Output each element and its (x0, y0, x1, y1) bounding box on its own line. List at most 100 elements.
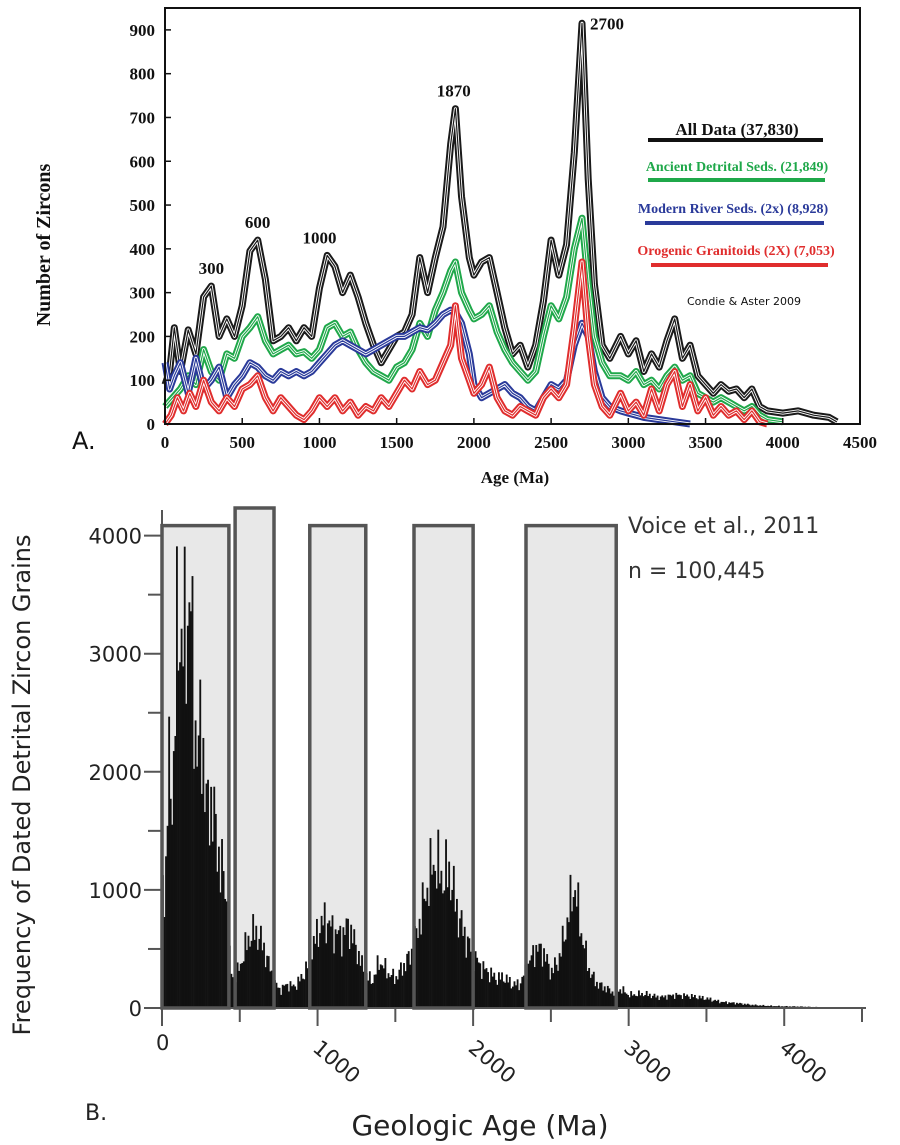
histogram-bar (420, 934, 423, 1008)
histogram-bar (236, 962, 239, 1008)
histogram-bar (550, 967, 553, 1008)
histogram-bar (378, 969, 381, 1008)
histogram-bar (183, 546, 186, 1008)
histogram-bar (725, 1001, 727, 1008)
histogram-bar (580, 933, 583, 1008)
histogram-bar (169, 798, 172, 1008)
histogram-bar (477, 962, 480, 1008)
histogram-bar (470, 951, 472, 1008)
y-tick-label: 800 (130, 65, 156, 84)
histogram-bar (585, 940, 587, 1008)
histogram-bar (325, 943, 328, 1008)
y-tick-label: 200 (130, 327, 156, 346)
histogram-bar (639, 995, 642, 1008)
histogram-bar (662, 997, 665, 1008)
series-0 (161, 19, 839, 425)
histogram-bar (368, 971, 371, 1008)
histogram-bar (224, 898, 227, 1008)
y-tick-label: 900 (130, 21, 156, 40)
histogram-bar (389, 977, 391, 1008)
histogram-bar (295, 989, 298, 1008)
histogram-bar (348, 948, 351, 1008)
histogram-bar (260, 925, 262, 1008)
histogram-bar (342, 927, 345, 1008)
histogram-bar (652, 995, 654, 1008)
histogram-bar (281, 984, 284, 1008)
histogram-bar (678, 994, 681, 1008)
histogram-bar (690, 994, 693, 1008)
histogram-bar (588, 968, 591, 1008)
series-0-line (164, 22, 838, 423)
histogram-bar (569, 874, 572, 1008)
histogram-bar (664, 995, 667, 1008)
histogram-bar (465, 957, 468, 1008)
histogram-bar (619, 989, 622, 1008)
histogram-bar (284, 984, 287, 1008)
histogram-bar (628, 997, 631, 1008)
histogram-bar (278, 987, 281, 1008)
histogram-bar (166, 825, 169, 1008)
histogram-bar (421, 882, 424, 1008)
histogram-bar (174, 735, 177, 1008)
histogram-bar (661, 995, 664, 1008)
histogram-bar (533, 967, 536, 1008)
histogram-bar (625, 993, 628, 1008)
histogram-bar (706, 997, 709, 1008)
histogram-bar (656, 995, 659, 1008)
histogram-bar (591, 974, 594, 1008)
histogram-bar (379, 964, 382, 1008)
histogram-bar (732, 1002, 735, 1008)
histogram-bar (463, 926, 466, 1008)
histogram-bar (300, 974, 303, 1008)
histogram-bar (435, 888, 438, 1008)
histogram-bar (532, 945, 535, 1008)
histogram-bar (476, 957, 479, 1008)
histogram-bar (386, 978, 388, 1008)
histogram-bar (241, 962, 244, 1008)
histogram-bar (753, 1005, 755, 1008)
histogram-bar (488, 982, 491, 1008)
histogram-bar (505, 974, 508, 1008)
histogram-bar (387, 973, 390, 1008)
histogram-bar (291, 986, 293, 1008)
histogram-bar (256, 949, 259, 1008)
histogram-bar (314, 943, 317, 1008)
histogram-bar (429, 838, 432, 1008)
histogram-bar (196, 766, 199, 1008)
histogram-bar (666, 999, 668, 1008)
histogram-bar (700, 998, 703, 1008)
histogram-bar (354, 944, 357, 1008)
histogram-bar (582, 944, 584, 1008)
histogram-bar (759, 1005, 762, 1008)
histogram-bar (740, 1003, 743, 1008)
histogram-bar (673, 998, 676, 1008)
histogram-bar (521, 976, 524, 1008)
histogram-bar (211, 841, 214, 1008)
histogram-bar (715, 1000, 718, 1008)
histogram-bar (328, 920, 331, 1008)
panel-b-y-axis: 0 1000 2000 3000 4000 (89, 525, 162, 1021)
histogram-bar (692, 997, 695, 1008)
histogram-bar (180, 628, 183, 1008)
histogram-bar (602, 990, 605, 1008)
histogram-bar (172, 751, 175, 1008)
histogram-bar (208, 845, 211, 1008)
histogram-bar (165, 856, 167, 1008)
histogram-bar (578, 936, 581, 1008)
histogram-bar (613, 995, 615, 1008)
histogram-bar (242, 961, 245, 1008)
x-tick-label: 2000 (457, 433, 491, 452)
histogram-bar (498, 972, 500, 1008)
x-tick-label: 1000 (308, 1035, 364, 1088)
histogram-bar (648, 993, 651, 1008)
histogram-bar (372, 983, 374, 1008)
histogram-bar (261, 950, 264, 1008)
histogram-bar (426, 887, 429, 1008)
histogram-bar (742, 1004, 745, 1008)
histogram-bar (306, 968, 309, 1008)
histogram-bar (460, 910, 463, 1008)
histogram-bar (544, 961, 547, 1008)
histogram-bar (462, 935, 465, 1008)
histogram-bar (610, 993, 612, 1008)
